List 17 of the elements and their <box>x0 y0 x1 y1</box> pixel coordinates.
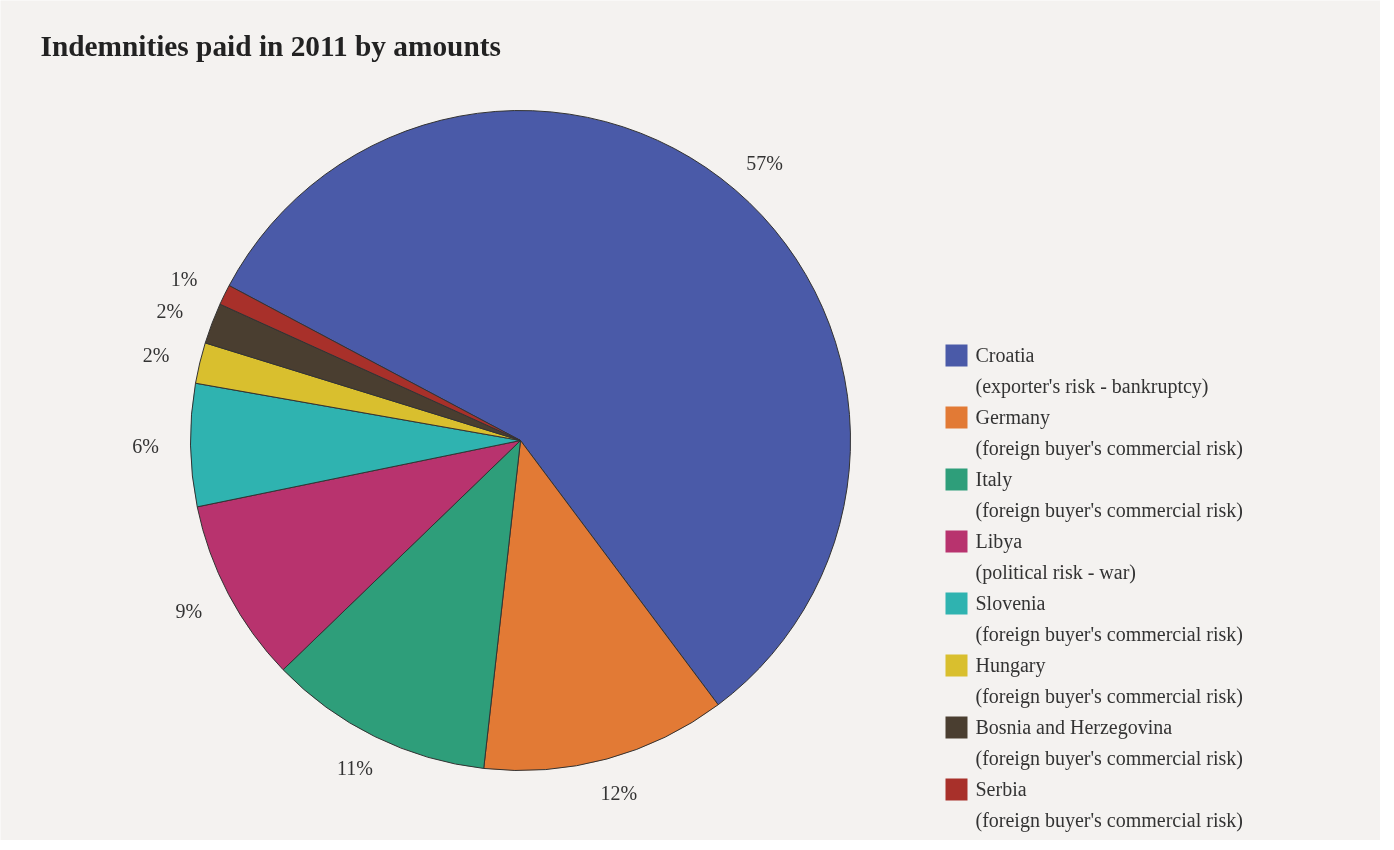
legend-label: Germany (foreign buyer's commercial risk) <box>975 405 1243 461</box>
legend-label: Bosnia and Herzegovina (foreign buyer's commercial risk) <box>975 715 1243 771</box>
legend-label: Libya (political risk - war) <box>975 529 1136 585</box>
legend-label: Slovenia (foreign buyer's commercial risk) <box>975 591 1243 647</box>
legend-label: Croatia (exporter's risk - bankruptcy) <box>975 343 1209 399</box>
legend-label: Serbia (foreign buyer's commercial risk) <box>975 777 1243 833</box>
chart-title: Indemnities paid in 2011 by amounts <box>40 29 501 62</box>
legend-label: Italy (foreign buyer's commercial risk) <box>975 467 1243 523</box>
data-label: 11% <box>336 757 373 779</box>
data-label: 12% <box>600 781 638 804</box>
data-label: 2% <box>156 299 184 322</box>
data-label: 2% <box>142 343 170 366</box>
data-label: 9% <box>175 599 203 622</box>
legend-label: Hungary (foreign buyer's commercial risk) <box>975 653 1243 709</box>
data-label: 6% <box>132 434 159 457</box>
data-label: 57% <box>746 152 783 175</box>
data-label: 1% <box>170 268 198 291</box>
